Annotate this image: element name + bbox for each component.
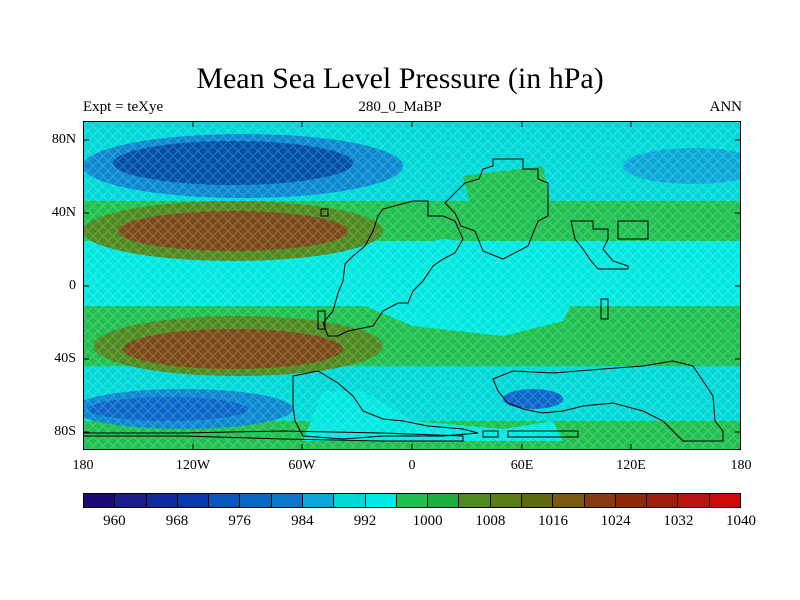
tick-marks: [83, 121, 741, 450]
colorbar-swatch: [365, 494, 397, 507]
y-tick-80s: 80S: [54, 424, 76, 439]
y-tick-0: 0: [69, 278, 76, 293]
colorbar-label: 1000: [412, 513, 443, 529]
colorbar-swatch: [584, 494, 616, 507]
colorbar-swatch: [396, 494, 429, 507]
colorbar-swatch: [615, 494, 648, 507]
y-tick-40s: 40S: [54, 351, 76, 366]
y-tick-40n: 40N: [51, 205, 76, 220]
colorbar-swatch: [146, 494, 178, 507]
colorbar-swatch: [553, 494, 585, 507]
colorbar-swatch: [678, 494, 710, 507]
colorbar-swatch: [459, 494, 491, 507]
field-hatch: [83, 121, 741, 450]
colorbar-label: 1024: [600, 513, 631, 529]
pressure-map: [83, 121, 741, 450]
colorbar-swatch: [84, 494, 116, 507]
map-title: Mean Sea Level Pressure (in hPa): [196, 62, 604, 95]
colorbar-swatch: [521, 494, 554, 507]
time-period-label: 280_0_MaBP: [358, 99, 442, 115]
colorbar: [83, 493, 741, 508]
x-tick-120w: 120W: [175, 458, 211, 473]
colorbar-swatch: [647, 494, 679, 507]
colorbar-label: 1032: [663, 513, 694, 529]
colorbar-label: 968: [165, 513, 189, 529]
colorbar-swatch: [177, 494, 210, 507]
x-tick-0: 0: [408, 458, 416, 473]
colorbar-swatch: [709, 494, 740, 507]
season-label: ANN: [709, 99, 743, 115]
colorbar-swatch: [271, 494, 303, 507]
colorbar-swatch: [240, 494, 272, 507]
x-tick-180w: 180: [72, 458, 94, 473]
x-tick-180e: 180: [730, 458, 752, 473]
y-tick-80n: 80N: [51, 132, 76, 147]
colorbar-label: 992: [353, 513, 377, 529]
colorbar-swatch: [209, 494, 241, 507]
x-tick-60w: 60W: [288, 458, 316, 473]
colorbar-swatch: [428, 494, 460, 507]
colorbar-label: 1016: [538, 513, 568, 529]
colorbar-label: 1040: [726, 513, 756, 529]
colorbar-label: 960: [103, 513, 126, 529]
colorbar-swatch: [302, 494, 335, 507]
experiment-label: Expt = teXye: [83, 99, 164, 115]
colorbar-label: 1008: [475, 513, 506, 529]
coastlines: [83, 158, 724, 442]
colorbar-swatch: [334, 494, 366, 507]
colorbar-swatch: [490, 494, 522, 507]
x-tick-60e: 60E: [510, 458, 534, 473]
map-svg: [83, 121, 741, 450]
colorbar-label: 976: [228, 513, 251, 529]
x-tick-120e: 120E: [616, 458, 646, 473]
colorbar-swatch: [115, 494, 147, 507]
colorbar-label: 984: [291, 513, 314, 529]
pressure-field: [83, 121, 741, 450]
